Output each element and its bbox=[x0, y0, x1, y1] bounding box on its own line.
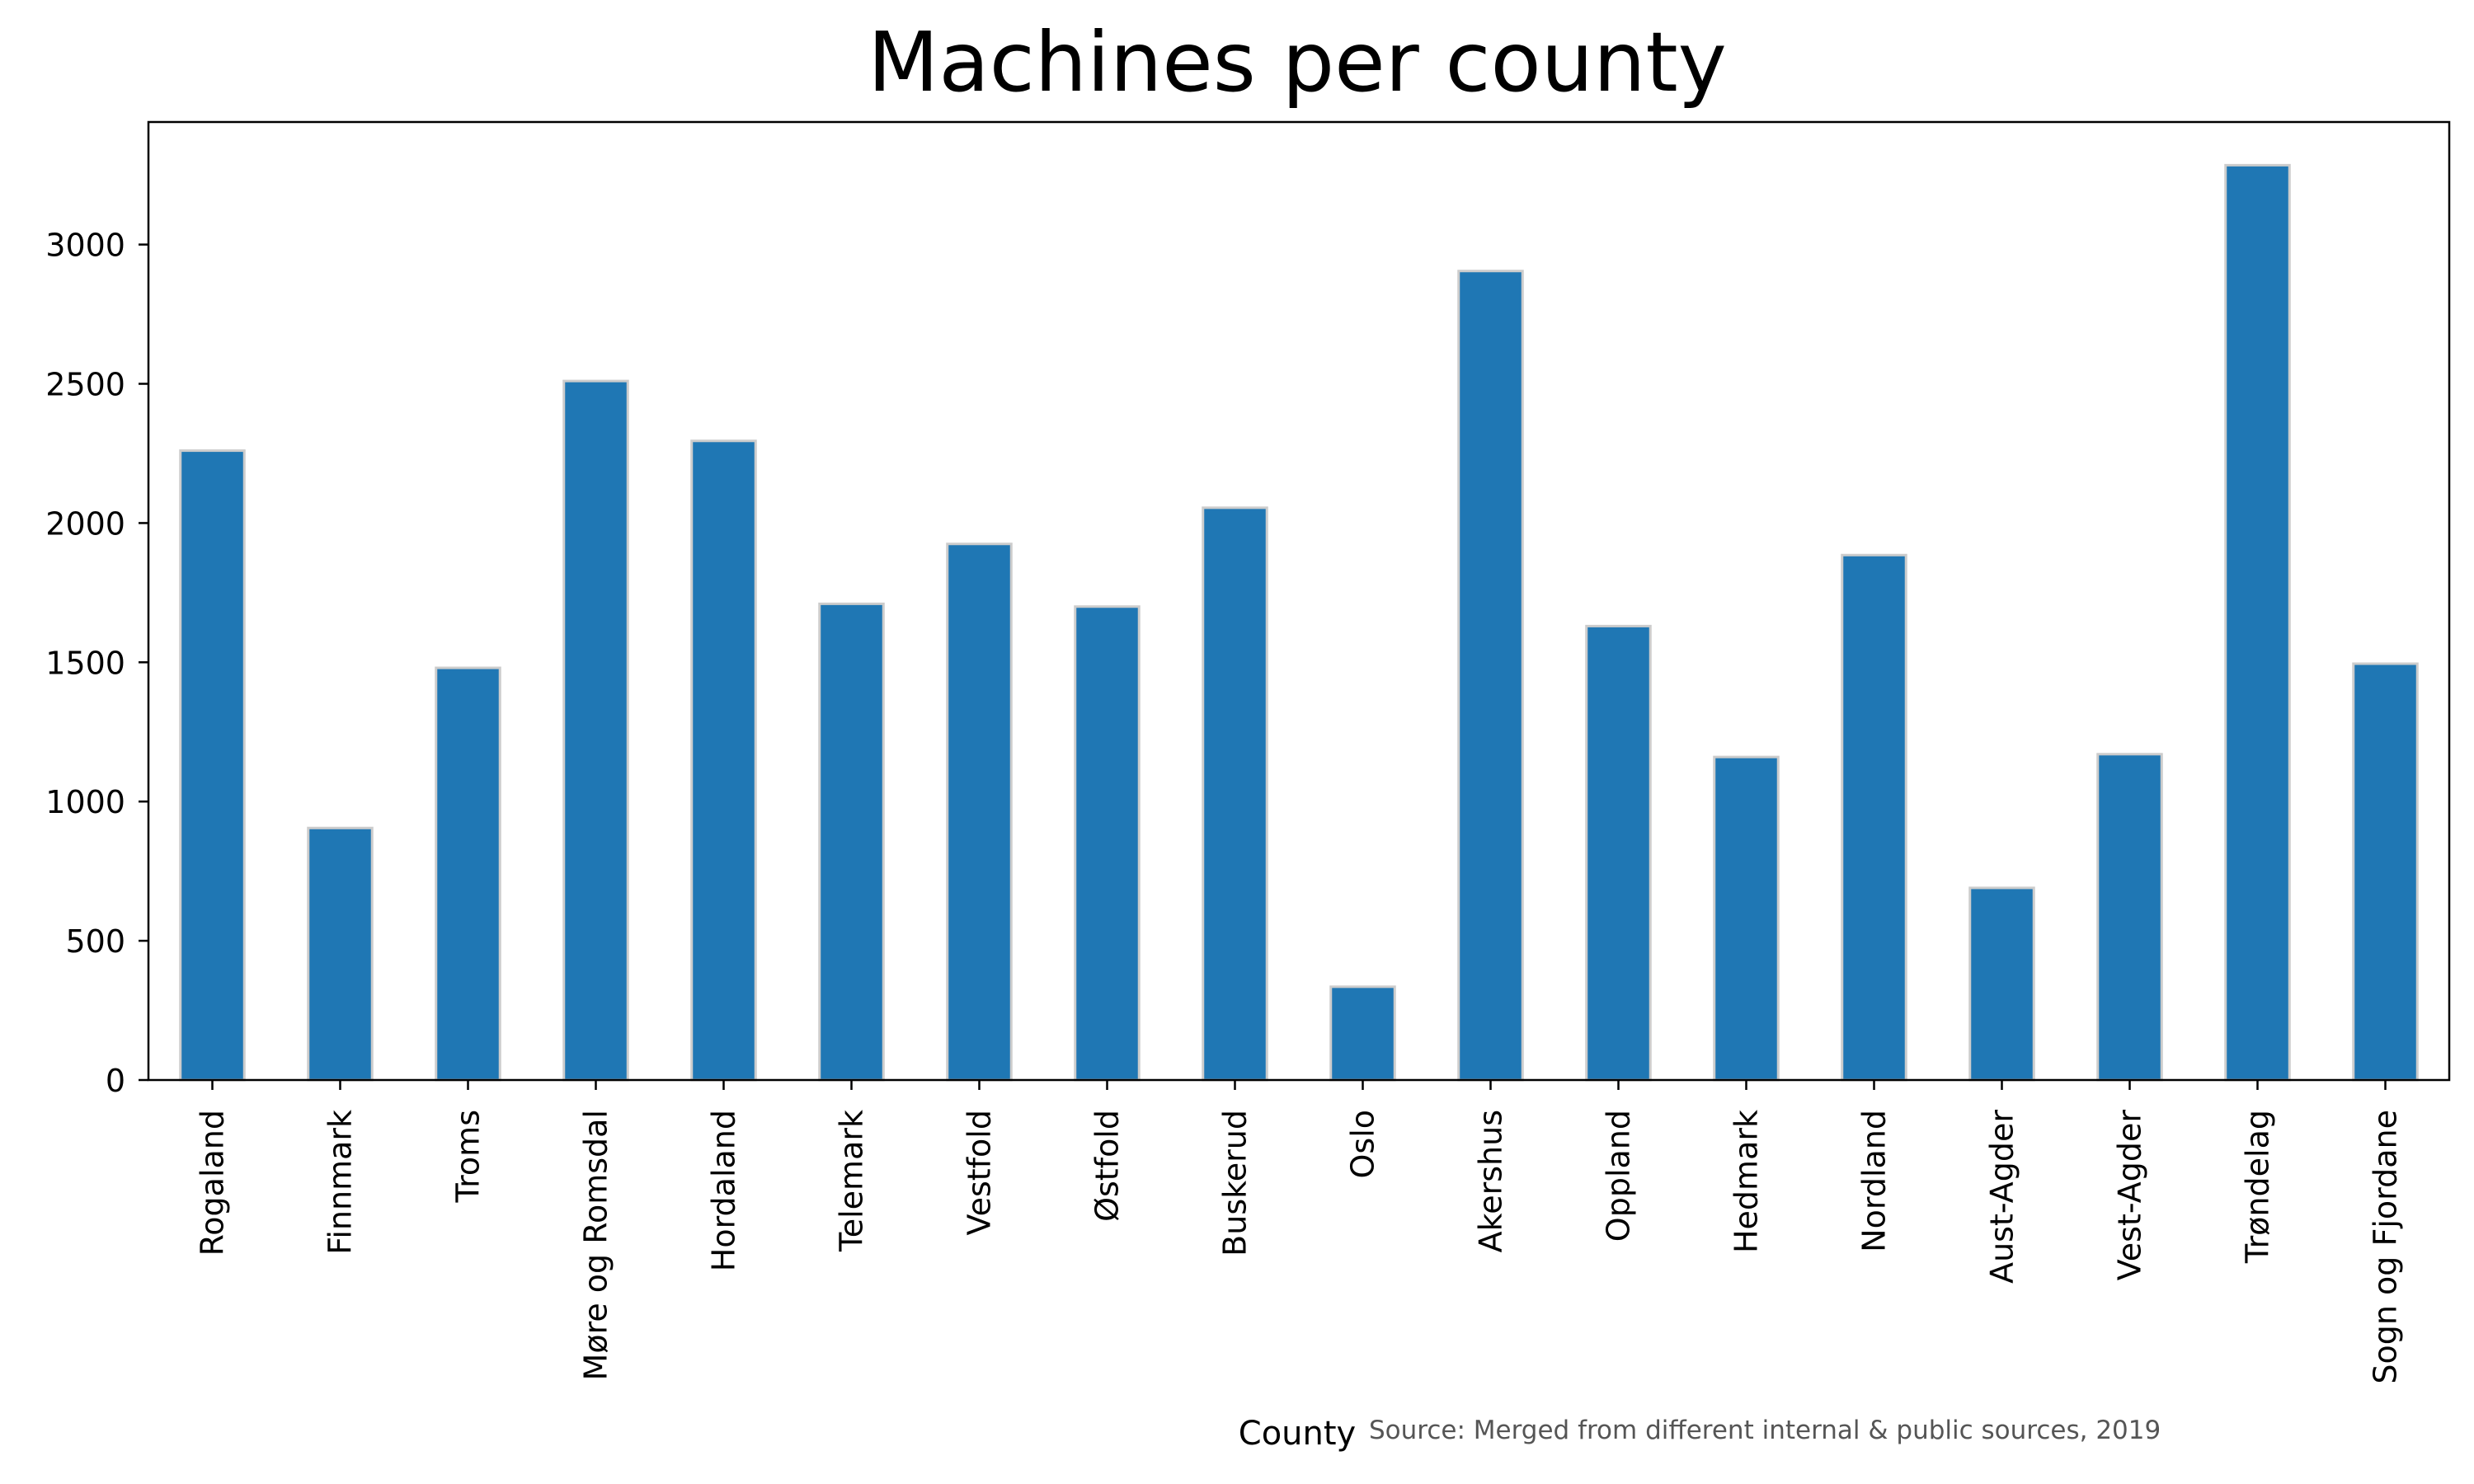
x-tick-label: Østfold bbox=[1089, 1110, 1126, 1222]
x-tick-label: Rogaland bbox=[195, 1110, 231, 1256]
x-tick-label: Telemark bbox=[834, 1110, 870, 1252]
bar-4 bbox=[690, 439, 757, 1082]
bar-14 bbox=[1968, 886, 2035, 1082]
bar-10 bbox=[1457, 270, 1524, 1082]
x-tick-label: Vestfold bbox=[962, 1110, 998, 1235]
y-tick-label: 1000 bbox=[45, 784, 125, 820]
x-tick-label: Troms bbox=[450, 1110, 487, 1203]
x-tick-label: Akershus bbox=[1473, 1110, 1509, 1252]
bar-2 bbox=[435, 666, 501, 1082]
bar-8 bbox=[1202, 506, 1268, 1082]
bar-16 bbox=[2224, 163, 2291, 1082]
x-tick-label: Buskerud bbox=[1217, 1110, 1253, 1256]
bar-1 bbox=[307, 826, 374, 1082]
source-note: Source: Merged from different internal &… bbox=[1369, 1416, 2161, 1445]
bar-9 bbox=[1329, 985, 1396, 1082]
x-axis-label: County bbox=[1239, 1415, 1356, 1453]
chart-title: Machines per county bbox=[868, 14, 1727, 110]
x-tick-label: Hordaland bbox=[706, 1110, 742, 1271]
x-tick-label: Hedmark bbox=[1729, 1110, 1765, 1253]
bar-3 bbox=[562, 379, 629, 1082]
bar-17 bbox=[2352, 662, 2419, 1082]
x-tick-label: Nordland bbox=[1856, 1110, 1893, 1252]
x-tick-label: Møre og Romsdal bbox=[578, 1110, 614, 1380]
y-tick-label: 0 bbox=[106, 1063, 125, 1099]
y-tick-label: 500 bbox=[65, 923, 125, 960]
bar-0 bbox=[179, 449, 246, 1082]
x-tick-label: Trøndelag bbox=[2240, 1110, 2276, 1264]
y-axis: 0 500 1000 1500 2000 2500 3000 bbox=[45, 228, 148, 1099]
plot-frame bbox=[147, 120, 2451, 1082]
bar-13 bbox=[1841, 553, 1907, 1082]
bar-5 bbox=[818, 602, 885, 1082]
bar-6 bbox=[946, 542, 1013, 1082]
x-tick-label: Oslo bbox=[1345, 1110, 1381, 1179]
bars-group bbox=[179, 163, 2419, 1082]
y-tick-label: 1500 bbox=[45, 645, 125, 681]
x-tick-label: Aust-Agder bbox=[1984, 1110, 2020, 1284]
y-tick-label: 2000 bbox=[45, 505, 125, 542]
y-tick-label: 3000 bbox=[45, 228, 125, 264]
bar-11 bbox=[1585, 624, 1652, 1082]
bar-12 bbox=[1713, 755, 1780, 1082]
x-tick-label: Sogn og Fjordane bbox=[2368, 1110, 2404, 1384]
x-tick-label: Vest-Agder bbox=[2112, 1110, 2148, 1281]
y-tick-label: 2500 bbox=[45, 367, 125, 403]
x-tick-label: Oppland bbox=[1601, 1110, 1637, 1242]
x-tick-label: Finnmark bbox=[322, 1110, 359, 1255]
x-axis: Rogaland Finnmark Troms Møre og Romsdal Hord… bbox=[195, 1080, 2404, 1384]
bar-7 bbox=[1074, 605, 1141, 1082]
bar-15 bbox=[2096, 753, 2163, 1082]
